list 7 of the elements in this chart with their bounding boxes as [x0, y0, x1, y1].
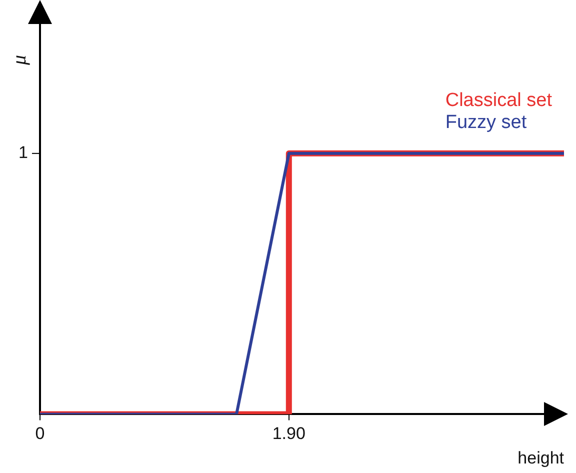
x-tick-label: 1.90 [272, 424, 306, 444]
series-label: Fuzzy set [445, 112, 528, 134]
x-tick-label: 0 [35, 424, 45, 444]
text: Classical set [445, 90, 552, 112]
x-axis-title: height [518, 448, 564, 468]
text: μ [8, 54, 30, 66]
text: 1 [18, 143, 28, 162]
